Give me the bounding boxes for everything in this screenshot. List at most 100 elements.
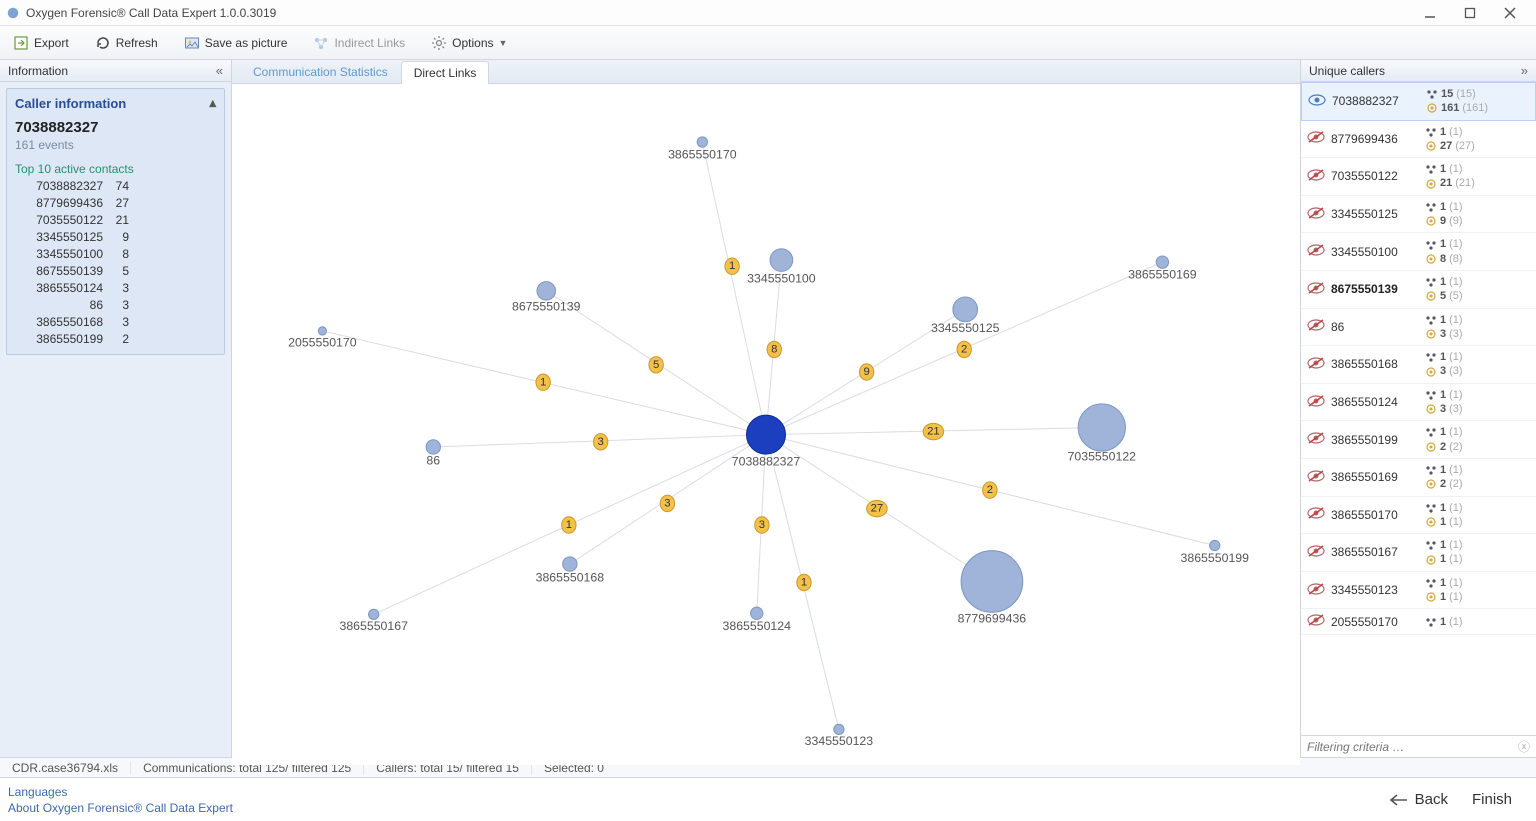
unique-caller-item[interactable]: 8779699436 1 (1) 27 (27): [1301, 121, 1536, 159]
caller-stats: 1 (1) 21 (21): [1425, 162, 1475, 191]
unique-caller-item[interactable]: 7035550122 1 (1) 21 (21): [1301, 158, 1536, 196]
svg-text:7038882327: 7038882327: [732, 454, 801, 468]
svg-text:86: 86: [426, 453, 440, 467]
contact-count: 74: [103, 179, 129, 193]
visibility-eye-icon[interactable]: [1307, 582, 1325, 599]
caller-stats: 1 (1) 1 (1): [1425, 501, 1463, 530]
graph-node[interactable]: 8675550139: [512, 282, 581, 314]
visibility-eye-icon[interactable]: [1307, 168, 1325, 185]
caller-number: 2055550170: [1331, 615, 1419, 629]
unique-caller-item[interactable]: 3865550169 1 (1) 2 (2): [1301, 459, 1536, 497]
nodes-icon: [313, 35, 329, 51]
contact-number: 3345550125: [15, 230, 103, 244]
export-button[interactable]: Export: [4, 30, 78, 56]
unique-caller-item[interactable]: 86 1 (1) 3 (3): [1301, 309, 1536, 347]
contact-count: 8: [103, 247, 129, 261]
graph-node[interactable]: 2055550170: [288, 327, 357, 350]
unique-caller-item[interactable]: 7038882327 15 (15) 161 (161): [1301, 82, 1536, 121]
options-button[interactable]: Options ▼: [422, 30, 516, 56]
caller-number: 8779699436: [1331, 132, 1419, 146]
collapse-left-icon[interactable]: «: [216, 63, 223, 78]
contact-number: 8779699436: [15, 196, 103, 210]
window-title: Oxygen Forensic® Call Data Expert 1.0.0.…: [26, 6, 1410, 20]
unique-caller-item[interactable]: 8675550139 1 (1) 5 (5): [1301, 271, 1536, 309]
graph-canvas[interactable]: 1859213213272131 3865550170 3345550100 8…: [232, 84, 1300, 765]
minimize-button[interactable]: [1410, 0, 1450, 25]
graph-node[interactable]: 3345550125: [931, 297, 1000, 335]
visibility-eye-icon[interactable]: [1307, 469, 1325, 486]
visibility-eye-icon[interactable]: [1307, 243, 1325, 260]
graph-node[interactable]: 8779699436: [958, 551, 1027, 626]
visibility-eye-icon[interactable]: [1307, 431, 1325, 448]
maximize-button[interactable]: [1450, 0, 1490, 25]
caller-number: 3865550124: [1331, 395, 1419, 409]
visibility-eye-icon[interactable]: [1307, 318, 1325, 335]
visibility-eye-icon[interactable]: [1308, 93, 1326, 110]
refresh-button[interactable]: Refresh: [86, 30, 167, 56]
graph-center-node[interactable]: 7038882327: [732, 415, 801, 468]
graph-node[interactable]: 3345550100: [747, 249, 816, 286]
visibility-eye-icon[interactable]: [1307, 394, 1325, 411]
svg-text:1: 1: [540, 376, 546, 388]
graph-node[interactable]: 3865550169: [1128, 256, 1197, 282]
contact-number: 3865550199: [15, 332, 103, 346]
visibility-eye-icon[interactable]: [1307, 130, 1325, 147]
svg-text:2: 2: [961, 343, 967, 355]
graph-node[interactable]: 7035550122: [1068, 404, 1137, 463]
finish-button[interactable]: Finish: [1472, 791, 1512, 808]
caller-stats: 15 (15) 161 (161): [1426, 87, 1488, 116]
caller-number: 3865550199: [1331, 433, 1419, 447]
unique-caller-item[interactable]: 3345550125 1 (1) 9 (9): [1301, 196, 1536, 234]
collapse-caller-icon[interactable]: ▴: [209, 95, 216, 111]
refresh-label: Refresh: [116, 36, 158, 50]
unique-caller-item[interactable]: 3865550167 1 (1) 1 (1): [1301, 534, 1536, 572]
caller-stats: 1 (1) 2 (2): [1425, 425, 1463, 454]
graph-node[interactable]: 3865550170: [668, 137, 737, 162]
svg-text:3345550100: 3345550100: [747, 272, 816, 286]
graph-node[interactable]: 3865550124: [723, 607, 792, 633]
visibility-eye-icon[interactable]: [1307, 281, 1325, 298]
save-picture-button[interactable]: Save as picture: [175, 30, 297, 56]
indirect-links-button[interactable]: Indirect Links: [304, 30, 414, 56]
unique-caller-item[interactable]: 3865550199 1 (1) 2 (2): [1301, 421, 1536, 459]
unique-callers-title: Unique callers: [1309, 64, 1385, 78]
caller-stats: 1 (1) 8 (8): [1425, 237, 1463, 266]
svg-text:3: 3: [759, 519, 765, 531]
contact-number: 86: [15, 298, 103, 312]
close-button[interactable]: [1490, 0, 1530, 25]
contact-count: 5: [103, 264, 129, 278]
visibility-eye-icon[interactable]: [1307, 206, 1325, 223]
visibility-eye-icon[interactable]: [1307, 613, 1325, 630]
caller-number: 8675550139: [1331, 282, 1419, 296]
tab-comm-stats[interactable]: Communication Statistics: [240, 60, 401, 83]
back-button[interactable]: Back: [1389, 791, 1448, 808]
collapse-right-icon[interactable]: »: [1521, 63, 1528, 78]
graph-node[interactable]: 3865550168: [536, 557, 605, 585]
languages-link[interactable]: Languages: [8, 785, 233, 799]
refresh-icon: [95, 35, 111, 51]
caller-events: 161 events: [15, 138, 216, 152]
unique-caller-item[interactable]: 3865550168 1 (1) 3 (3): [1301, 346, 1536, 384]
svg-text:7035550122: 7035550122: [1068, 449, 1137, 463]
visibility-eye-icon[interactable]: [1307, 356, 1325, 373]
unique-caller-item[interactable]: 2055550170 1 (1): [1301, 609, 1536, 635]
about-link[interactable]: About Oxygen Forensic® Call Data Expert: [8, 801, 233, 815]
contact-number: 3865550124: [15, 281, 103, 295]
tab-direct-links[interactable]: Direct Links: [401, 61, 490, 84]
unique-caller-item[interactable]: 3865550124 1 (1) 3 (3): [1301, 384, 1536, 422]
visibility-eye-icon[interactable]: [1307, 544, 1325, 561]
caller-stats: 1 (1) 1 (1): [1425, 576, 1463, 605]
contact-count: 3: [103, 315, 129, 329]
graph-node[interactable]: 3865550167: [339, 609, 408, 633]
clear-filter-icon[interactable]: ⓧ: [1518, 738, 1530, 755]
visibility-eye-icon[interactable]: [1307, 506, 1325, 523]
graph-node[interactable]: 3345550123: [805, 724, 874, 748]
unique-caller-item[interactable]: 3345550123 1 (1) 1 (1): [1301, 572, 1536, 610]
finish-label: Finish: [1472, 791, 1512, 808]
filter-input[interactable]: [1307, 740, 1518, 754]
top10-row: 877969943627: [15, 196, 216, 210]
unique-caller-item[interactable]: 3865550170 1 (1) 1 (1): [1301, 497, 1536, 535]
unique-caller-item[interactable]: 3345550100 1 (1) 8 (8): [1301, 233, 1536, 271]
graph-node[interactable]: 3865550199: [1181, 540, 1250, 565]
graph-node[interactable]: 86: [426, 440, 440, 468]
